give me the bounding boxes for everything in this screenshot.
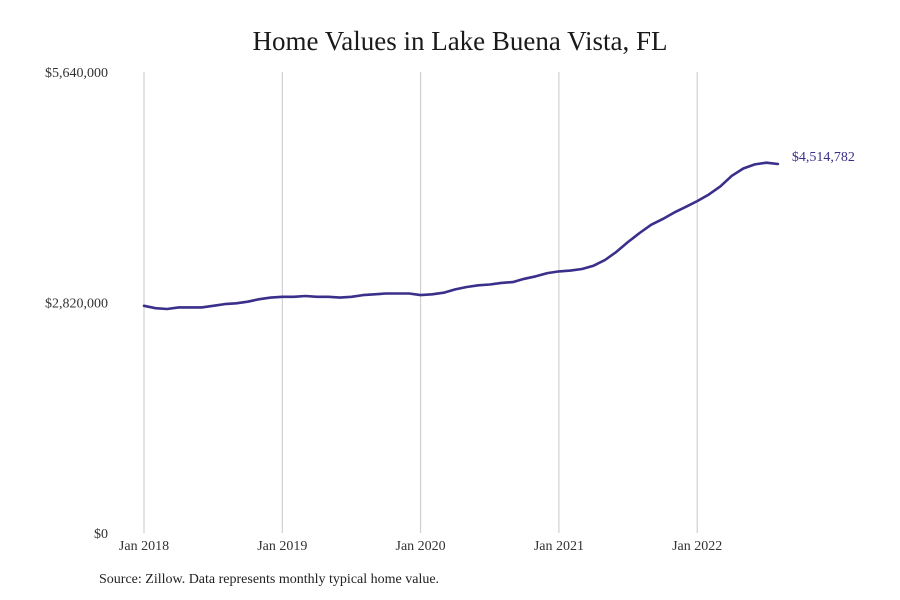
y-axis-ticks: $0 $2,820,000 $5,640,000 [45, 66, 108, 542]
end-value-label: $4,514,782 [792, 150, 855, 165]
y-tick-label: $0 [94, 527, 108, 542]
chart-title: Home Values in Lake Buena Vista, FL [252, 26, 668, 56]
x-tick-label: Jan 2020 [396, 539, 446, 554]
x-tick-label: Jan 2022 [672, 539, 722, 554]
x-axis-ticks: Jan 2018 Jan 2019 Jan 2020 Jan 2021 Jan 2022 [119, 539, 722, 554]
x-tick-label: Jan 2021 [534, 539, 584, 554]
source-note: Source: Zillow. Data represents monthly … [99, 572, 440, 587]
y-tick-label: $5,640,000 [45, 66, 108, 81]
x-tick-label: Jan 2018 [119, 539, 169, 554]
y-tick-label: $2,820,000 [45, 297, 108, 312]
x-tick-label: Jan 2019 [257, 539, 307, 554]
grid-lines [143, 72, 698, 533]
home-value-line [142, 161, 780, 311]
